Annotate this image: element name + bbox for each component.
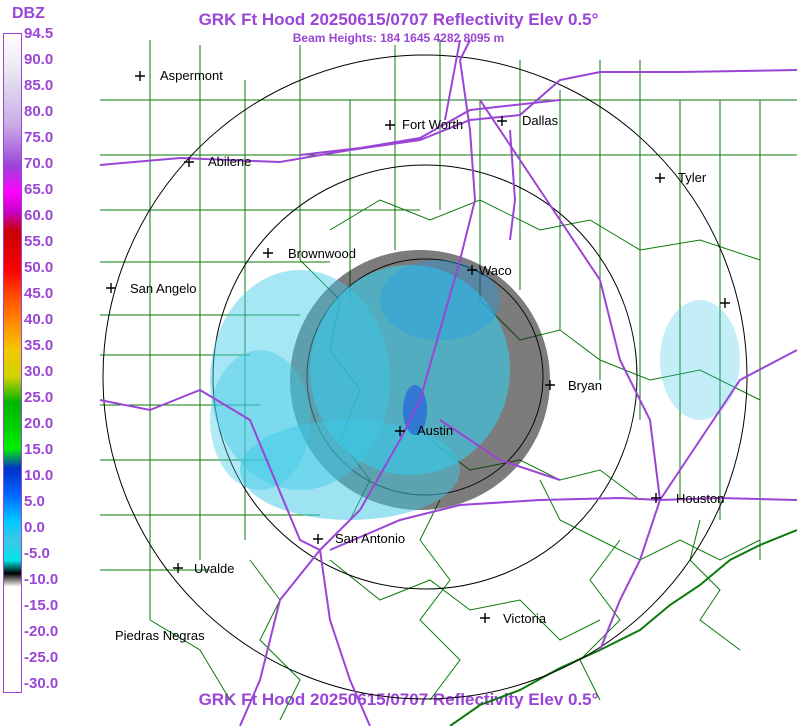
legend-tick: -15.0 [24, 597, 59, 614]
city-label: Piedras Negras [115, 628, 205, 643]
city-marker [720, 298, 730, 308]
legend-tick: 55.0 [24, 233, 54, 250]
city-marker [184, 157, 194, 167]
legend-tick: 40.0 [24, 311, 54, 328]
map-title: GRK Ft Hood 20250615/0707 Reflectivity E… [198, 10, 599, 29]
legend-tick: -5.0 [24, 545, 50, 562]
legend-tick: 94.5 [24, 25, 54, 42]
legend-tick: 25.0 [24, 389, 54, 406]
legend-tick: -25.0 [24, 649, 59, 666]
city-label: Fort Worth [402, 117, 463, 132]
city-label: Abilene [208, 154, 251, 169]
city-label: Victoria [503, 611, 547, 626]
legend-tick: 20.0 [24, 415, 54, 432]
map-title-bottom: GRK Ft Hood 20250615/0707 Reflectivity E… [198, 690, 599, 709]
city-marker [655, 173, 665, 183]
city-marker [313, 534, 323, 544]
city-marker [651, 493, 661, 503]
city-label: Houston [676, 491, 724, 506]
city-label: Tyler [678, 170, 707, 185]
reflectivity-echoes [210, 250, 740, 520]
legend-tick: -10.0 [24, 571, 59, 588]
legend-tick: 5.0 [24, 493, 45, 510]
legend-tick: 10.0 [24, 467, 54, 484]
legend-tick: 90.0 [24, 51, 54, 68]
legend-tick: 50.0 [24, 259, 54, 276]
legend-tick: 0.0 [24, 519, 45, 536]
highways [99, 39, 797, 726]
legend-tick: 65.0 [24, 181, 54, 198]
city-label: San Antonio [335, 531, 405, 546]
city-marker [497, 116, 507, 126]
city-label: Brownwood [288, 246, 356, 261]
legend-tick: 30.0 [24, 363, 54, 380]
beam-heights: Beam Heights: 184 1645 4282 8095 m [292, 31, 505, 45]
coastline [449, 529, 797, 726]
city-label: Austin [417, 423, 453, 438]
city-marker [467, 265, 477, 275]
city-marker [263, 248, 273, 258]
city-marker [480, 613, 490, 623]
city-label: Uvalde [194, 561, 234, 576]
city-markers: Aspermont Fort Worth Dallas Abilene Tyler Bro… [106, 68, 730, 643]
city-marker [106, 283, 116, 293]
city-label: Waco [479, 263, 512, 278]
legend-tick: 80.0 [24, 103, 54, 120]
dbz-color-scale [3, 33, 22, 693]
legend-tick: 85.0 [24, 77, 54, 94]
city-label: Aspermont [160, 68, 223, 83]
city-marker [173, 563, 183, 573]
legend-tick: -30.0 [24, 675, 59, 692]
legend-tick: 45.0 [24, 285, 54, 302]
city-marker [385, 120, 395, 130]
city-marker [135, 71, 145, 81]
legend-unit-label: DBZ [12, 5, 45, 22]
city-marker [545, 380, 555, 390]
legend-tick: -20.0 [24, 623, 59, 640]
legend-tick: 70.0 [24, 155, 54, 172]
city-label: Dallas [522, 113, 559, 128]
legend-tick: 75.0 [24, 129, 54, 146]
city-marker [395, 426, 405, 436]
legend-tick: 60.0 [24, 207, 54, 224]
city-label: San Angelo [130, 281, 197, 296]
legend-tick: 15.0 [24, 441, 54, 458]
legend-tick: 35.0 [24, 337, 54, 354]
city-label: Bryan [568, 378, 602, 393]
